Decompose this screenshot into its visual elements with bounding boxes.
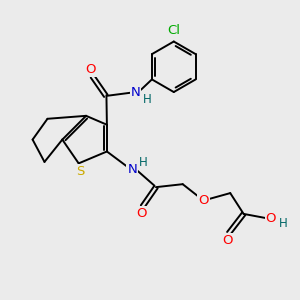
Text: H: H bbox=[139, 156, 148, 169]
Text: O: O bbox=[136, 207, 146, 220]
Text: Cl: Cl bbox=[167, 24, 180, 37]
Text: H: H bbox=[142, 93, 151, 106]
Text: O: O bbox=[86, 63, 96, 76]
Text: O: O bbox=[198, 194, 209, 207]
Text: N: N bbox=[131, 86, 140, 99]
Text: S: S bbox=[76, 165, 84, 178]
Text: O: O bbox=[222, 234, 232, 247]
Text: N: N bbox=[127, 163, 137, 176]
Text: H: H bbox=[278, 217, 287, 230]
Text: O: O bbox=[266, 212, 276, 225]
